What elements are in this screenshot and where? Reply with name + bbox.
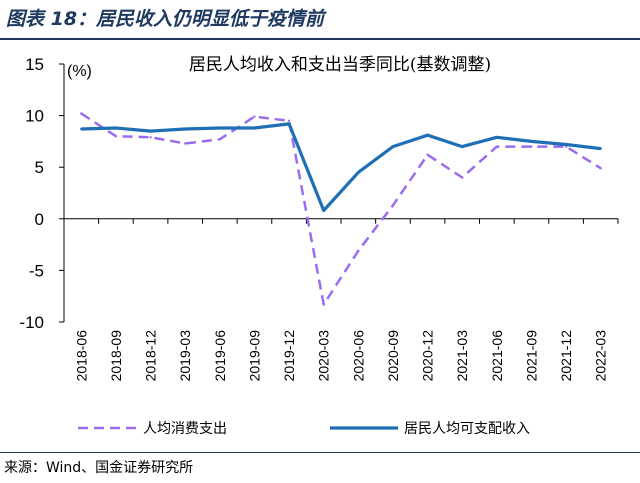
series-2-point — [357, 171, 360, 174]
series-1-point — [114, 135, 118, 138]
series-1-point — [218, 138, 221, 141]
series-2-point — [184, 127, 187, 131]
series-1-point — [149, 136, 152, 139]
series-2-point — [287, 122, 291, 126]
x-tick-label: 2022-03 — [593, 330, 609, 382]
x-tick-label: 2019-03 — [177, 330, 193, 382]
series-line-1 — [80, 112, 602, 306]
series-1-point — [357, 249, 360, 252]
x-tick-label: 2020-09 — [385, 330, 401, 382]
series-2-point — [253, 126, 256, 130]
y-axis-ticks: 15 10 5 0 -5 -10 — [19, 55, 64, 332]
series-1-point — [253, 115, 256, 118]
y-tick-label: 5 — [35, 158, 44, 177]
line-chart: 居民人均收入和支出当季同比(基数调整) (%) 15 10 5 0 -5 -10 2018… — [19, 55, 619, 437]
x-tick-label: 2021-12 — [558, 330, 574, 382]
series-2-point — [461, 145, 464, 148]
series-1-point — [287, 119, 291, 123]
series-1-point — [530, 145, 533, 148]
legend: 人均消费支出 居民人均可支配收入 — [78, 421, 530, 437]
series-1-point — [599, 167, 602, 170]
title-divider — [0, 38, 640, 40]
figure-title: 图表 18：居民收入仍明显低于疫情前 — [6, 8, 325, 30]
x-tick-label: 2020-03 — [316, 330, 332, 382]
chart-title: 居民人均收入和支出当季同比(基数调整) — [189, 55, 491, 75]
series-layer — [80, 112, 602, 306]
series-2-point — [564, 143, 568, 146]
x-tick-label: 2020-12 — [420, 330, 436, 382]
x-tick-label: 2018-06 — [73, 330, 89, 382]
series-2-point — [149, 129, 152, 133]
series-2-point — [322, 209, 325, 212]
series-2-point — [218, 126, 221, 130]
series-1-point — [80, 112, 83, 115]
series-2-point — [391, 145, 395, 148]
y-tick-label: 0 — [35, 210, 44, 229]
series-2-point — [599, 147, 602, 150]
x-tick-label: 2018-12 — [143, 330, 159, 382]
legend-label-2: 居民人均可支配收入 — [404, 421, 530, 437]
x-tick-label: 2021-03 — [454, 330, 470, 382]
y-tick-label: 10 — [25, 107, 44, 126]
series-2-point — [114, 126, 118, 130]
x-tick-label: 2021-06 — [489, 330, 505, 382]
series-1-point — [426, 153, 429, 156]
series-2-point — [495, 136, 498, 139]
x-tick-label: 2021-09 — [523, 330, 539, 382]
series-2-point — [80, 127, 83, 131]
source-note: 来源：Wind、国金证券研究所 — [4, 460, 194, 476]
series-1-point — [391, 204, 395, 207]
series-2-point — [426, 134, 429, 137]
x-tick-label: 2018-09 — [108, 330, 124, 382]
x-axis-ticks: 2018-06 2018-09 2018-12 2019-03 2019-06 2019-… — [63, 218, 619, 382]
x-tick-label: 2019-09 — [246, 330, 262, 382]
legend-label-1: 人均消费支出 — [143, 421, 227, 437]
series-line-2 — [81, 122, 601, 213]
y-tick-label: -5 — [29, 261, 44, 280]
x-tick-label: 2019-06 — [212, 330, 228, 382]
series-1-point — [322, 303, 325, 306]
y-tick-label: -10 — [19, 313, 44, 332]
x-tick-label: 2019-12 — [281, 330, 297, 382]
series-1-point — [495, 145, 498, 148]
series-1-point — [461, 176, 464, 179]
x-tick-label: 2020-06 — [350, 330, 366, 382]
source-divider — [0, 452, 640, 453]
series-2-point — [530, 140, 533, 143]
y-axis-unit-label: (%) — [67, 63, 92, 80]
series-1-point — [184, 142, 187, 145]
y-tick-label: 15 — [25, 55, 44, 74]
